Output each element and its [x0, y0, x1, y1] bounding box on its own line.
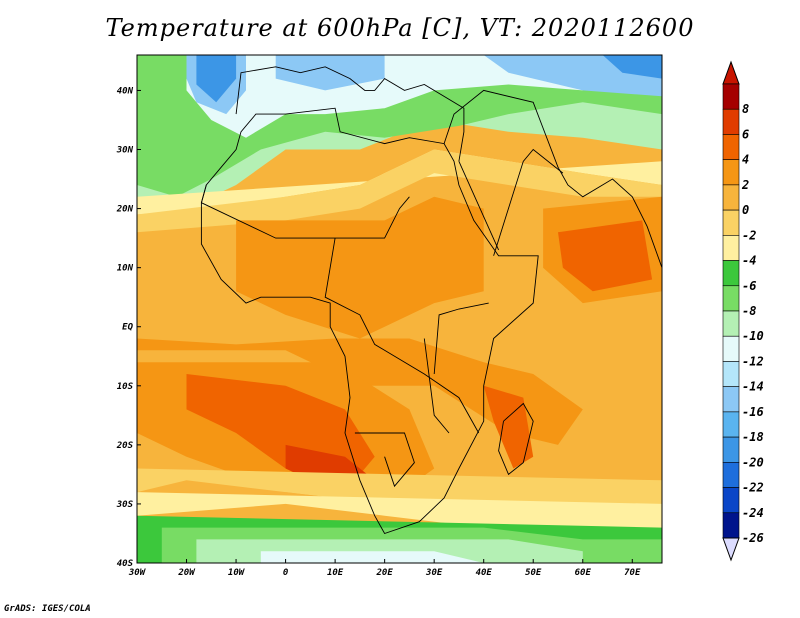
- colorbar-swatch: [722, 361, 740, 387]
- colorbar-label: -22: [742, 481, 764, 495]
- field-region: [275, 55, 385, 91]
- coastline: [324, 238, 480, 434]
- colorbar-label: -18: [742, 430, 764, 444]
- x-tick-label: 30W: [128, 568, 147, 578]
- colorbar-swatch: [722, 335, 740, 362]
- coastline: [235, 66, 465, 162]
- colorbar-top-arrow: [722, 60, 740, 85]
- coastline: [458, 161, 500, 251]
- colorbar-swatch: [722, 285, 740, 312]
- colorbar-label: 6: [742, 127, 749, 141]
- x-axis-ticks: 30W 20W 10W 0 10E 20E 30E 40E 50E 60E 70E: [128, 559, 641, 578]
- x-tick-label: 70E: [624, 568, 641, 578]
- y-tick-label: 20S: [116, 441, 134, 451]
- colorbar-swatch: [722, 235, 740, 261]
- field-region: [483, 385, 534, 469]
- y-tick-label: 30S: [116, 500, 134, 510]
- field-region: [196, 55, 237, 103]
- colorbar-swatch: [722, 411, 740, 438]
- colorbar-swatch: [722, 487, 740, 514]
- colorbar-label: -12: [742, 354, 764, 368]
- x-tick-label: 0: [283, 568, 289, 578]
- colorbar-swatch: [722, 108, 740, 135]
- colorbar-swatch: [722, 462, 740, 488]
- colorbar-swatch: [722, 310, 740, 337]
- colorbar-swatch: [722, 134, 740, 160]
- x-tick-label: 10E: [327, 568, 344, 578]
- colorbar-label: 2: [741, 178, 749, 192]
- colorbar-label: -2: [742, 228, 756, 242]
- colorbar-swatch: [722, 184, 740, 211]
- y-tick-label: 10S: [117, 382, 134, 392]
- y-tick-label: EQ: [122, 323, 133, 333]
- field-region: [260, 551, 484, 563]
- colorbar-label: -4: [742, 254, 756, 268]
- colorbar-label: 8: [742, 102, 749, 116]
- colorbar-label: -10: [742, 329, 764, 343]
- field-region: [558, 220, 653, 292]
- colorbar-swatch: [722, 386, 740, 413]
- coastline: [423, 338, 450, 434]
- colorbar: 8 6 4 2 0 -2 -4 -6 -8 -10 -12 -14 -16 -18 -20 -22 -24 -26: [722, 60, 764, 562]
- y-tick-label: 10N: [117, 264, 134, 274]
- coastlines: [200, 66, 662, 535]
- field-region: [137, 338, 583, 445]
- y-axis-ticks: 40N 30N 20N 10N EQ 10S 20S 30S 40S: [116, 86, 141, 569]
- field-region: [602, 55, 662, 79]
- x-tick-label: 30E: [425, 568, 443, 578]
- x-tick-label: 40E: [476, 568, 493, 578]
- x-tick-label: 60E: [575, 568, 592, 578]
- coastline: [354, 432, 415, 488]
- x-tick-label: 50E: [525, 568, 542, 578]
- colorbar-swatch: [722, 436, 740, 463]
- colorbar-label: -24: [742, 506, 764, 520]
- coastline: [443, 89, 662, 268]
- field-region: [236, 196, 484, 339]
- colorbar-label: -20: [742, 455, 764, 469]
- colorbar-label: -8: [742, 304, 756, 318]
- colorbar-swatch: [722, 260, 740, 287]
- coastline: [200, 107, 539, 535]
- colorbar-label: 4: [742, 153, 749, 167]
- credit-label: GrADS: IGES/COLA: [4, 604, 91, 614]
- colorbar-label: -26: [742, 531, 764, 545]
- colorbar-swatch: [722, 512, 740, 539]
- temperature-field: [137, 55, 662, 563]
- colorbar-swatch: [722, 159, 740, 186]
- x-tick-label: 20W: [177, 568, 196, 578]
- coastline: [433, 302, 489, 375]
- field-region: [137, 149, 662, 233]
- y-tick-label: 20N: [116, 205, 134, 215]
- colorbar-label: -14: [742, 380, 764, 394]
- map-title: Temperature at 600hPa [C], VT: 202011260…: [105, 14, 695, 42]
- coastline: [498, 402, 534, 476]
- coastline: [493, 148, 564, 256]
- y-tick-label: 40S: [117, 559, 134, 569]
- y-tick-label: 40N: [117, 86, 134, 96]
- y-tick-label: 30N: [116, 146, 134, 156]
- x-tick-label: 10W: [228, 568, 246, 578]
- colorbar-label: 0: [742, 203, 749, 217]
- colorbar-bottom-arrow: [722, 537, 740, 562]
- x-tick-label: 20E: [376, 568, 394, 578]
- plot-frame: [136, 54, 663, 564]
- colorbar-swatch: [722, 83, 740, 110]
- colorbar-label: -16: [742, 405, 764, 419]
- colorbar-label: -6: [742, 279, 756, 293]
- colorbar-swatch: [722, 209, 740, 236]
